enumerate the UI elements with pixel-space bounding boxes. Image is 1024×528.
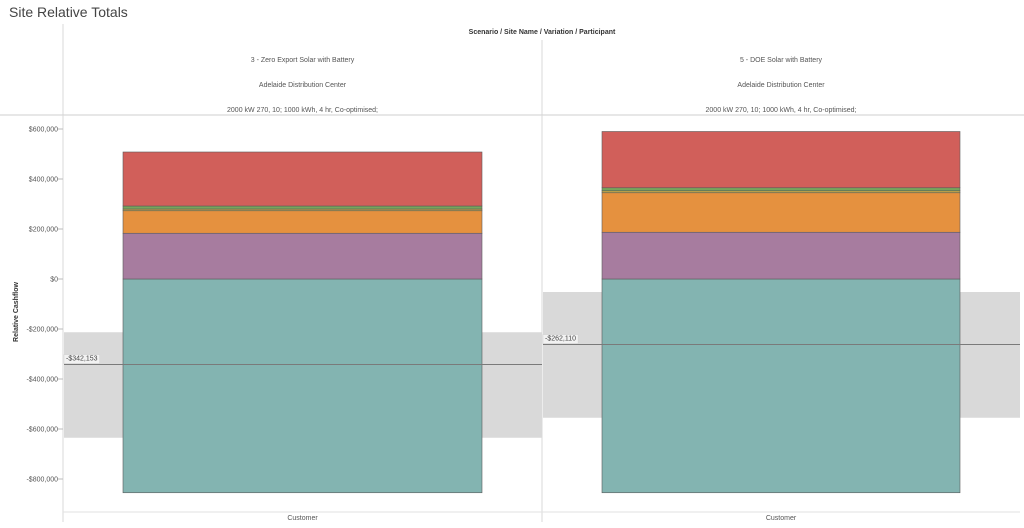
column-header: Scenario / Site Name / Variation / Parti… [469, 29, 616, 36]
bar-segment[interactable] [122, 278, 483, 494]
bar-segment[interactable] [601, 231, 961, 280]
bar-segment[interactable] [601, 278, 961, 494]
reference-label-bg [542, 334, 579, 344]
bar-segment[interactable] [601, 187, 961, 192]
bar-segment[interactable] [122, 232, 483, 280]
reference-label: -$262,110 [545, 336, 576, 343]
site-header: Adelaide Distribution Center [737, 82, 825, 89]
bar-segment[interactable] [601, 131, 961, 189]
y-tick-label: $0 [50, 277, 58, 284]
bar-segment[interactable] [122, 151, 483, 207]
reference-label: -$342,153 [66, 356, 98, 363]
y-tick-label: -$200,000 [26, 327, 58, 334]
site-header: Adelaide Distribution Center [259, 82, 347, 89]
y-axis-label: Relative Cashflow [13, 281, 20, 341]
y-tick-label: $400,000 [29, 177, 58, 184]
variation-header: 2000 kW 270, 10; 1000 kWh, 4 hr, Co-opti… [706, 107, 857, 114]
bar-segment[interactable] [122, 205, 483, 210]
page-title: Site Relative Totals [9, 4, 128, 20]
scenario-header: 5 - DOE Solar with Battery [740, 57, 823, 64]
y-tick-label: $200,000 [29, 227, 58, 234]
variation-header: 2000 kW 270, 10; 1000 kWh, 4 hr, Co-opti… [227, 107, 378, 114]
bar-segment[interactable] [122, 210, 483, 234]
y-tick-label: -$800,000 [26, 477, 58, 484]
x-category-label: Customer [766, 515, 797, 522]
scenario-header: 3 - Zero Export Solar with Battery [251, 57, 355, 64]
y-tick-label: -$600,000 [26, 427, 58, 434]
y-tick-label: $600,000 [29, 127, 58, 134]
bar-segment[interactable] [601, 190, 961, 194]
bar-segment[interactable] [601, 192, 961, 233]
x-category-label: Customer [287, 515, 318, 522]
y-tick-label: -$400,000 [26, 377, 58, 384]
reference-label-bg [63, 354, 100, 364]
